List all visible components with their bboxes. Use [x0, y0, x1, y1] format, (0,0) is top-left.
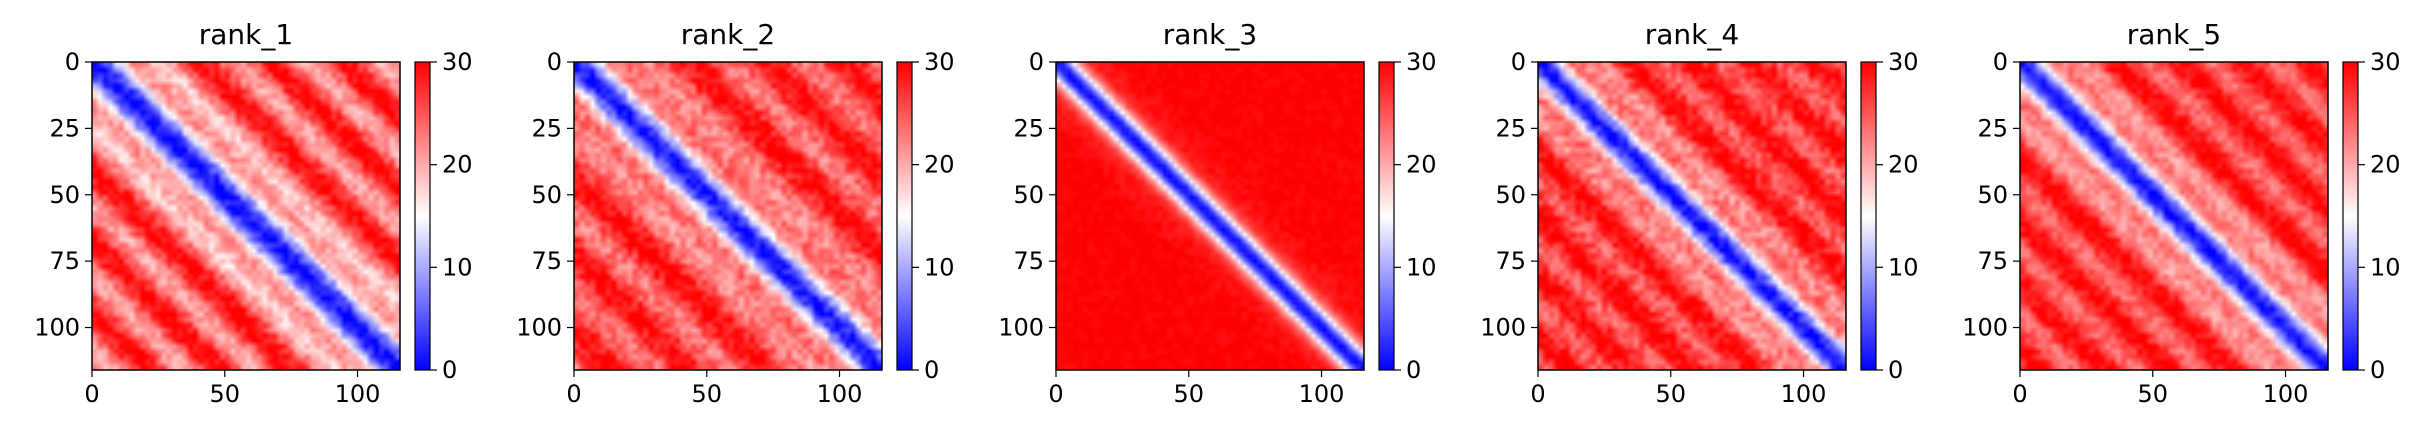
x-tick-label: 0	[1048, 380, 1063, 408]
x-tick-label: 50	[2137, 380, 2168, 408]
heatmap-image	[574, 62, 882, 370]
y-tick-label: 50	[49, 181, 80, 209]
y-tick-label: 100	[34, 314, 80, 342]
plot-frame	[91, 61, 401, 371]
colorbar-tick-label: 20	[1888, 151, 1919, 179]
y-tick-label: 0	[1511, 48, 1526, 76]
colorbar-frame	[1860, 61, 1877, 371]
colorbar-tick-label: 10	[1888, 253, 1919, 281]
plot-frame	[2019, 61, 2329, 371]
plot-frame	[1537, 61, 1847, 371]
colorbar-tick-label: 30	[442, 48, 473, 76]
x-tick-label: 100	[817, 380, 863, 408]
y-tick-label: 25	[49, 114, 80, 142]
x-tick-label: 0	[566, 380, 581, 408]
y-tick-label: 0	[65, 48, 80, 76]
colorbar-frame	[896, 61, 913, 371]
colorbar-tick-label: 10	[2370, 253, 2401, 281]
y-tick-label: 0	[1029, 48, 1044, 76]
heatmap-panel-5: rank_5 0 50 100 0 25 50 75 100 0 10 20 30	[1962, 18, 2400, 408]
y-tick-label: 50	[1013, 181, 1044, 209]
heatmap-image	[2020, 62, 2328, 370]
x-tick-label: 50	[209, 380, 240, 408]
panel-title: rank_5	[2127, 18, 2221, 51]
colorbar-tick-label: 20	[1406, 151, 1437, 179]
x-tick-label: 100	[1299, 380, 1345, 408]
colorbar	[897, 62, 912, 370]
y-tick-label: 100	[1480, 314, 1526, 342]
colorbar-tick-label: 10	[442, 253, 473, 281]
x-tick-label: 0	[84, 380, 99, 408]
y-tick-label: 0	[1993, 48, 2008, 76]
y-tick-label: 25	[531, 114, 562, 142]
x-tick-label: 50	[691, 380, 722, 408]
y-tick-label: 75	[49, 247, 80, 275]
colorbar-tick-label: 30	[1888, 48, 1919, 76]
plot-frame	[1055, 61, 1365, 371]
heatmap-panel-1: rank_1 0 50 100 0 25 50 75 100 0 10 20 30	[34, 18, 472, 408]
y-tick-label: 50	[1495, 181, 1526, 209]
colorbar-tick-label: 0	[924, 356, 939, 384]
colorbar-tick-label: 0	[1406, 356, 1421, 384]
colorbar-tick-label: 10	[1406, 253, 1437, 281]
panel-title: rank_2	[681, 18, 775, 51]
y-tick-label: 0	[547, 48, 562, 76]
colorbar-tick-label: 0	[442, 356, 457, 384]
y-tick-label: 100	[998, 314, 1044, 342]
x-tick-label: 50	[1173, 380, 1204, 408]
colorbar-tick-label: 30	[1406, 48, 1437, 76]
colorbar-frame	[2342, 61, 2359, 371]
colorbar-tick-label: 20	[442, 151, 473, 179]
y-tick-label: 25	[1977, 114, 2008, 142]
y-tick-label: 75	[1013, 247, 1044, 275]
y-tick-label: 75	[1495, 247, 1526, 275]
colorbar-frame	[1378, 61, 1395, 371]
heatmap-panel-3: rank_3 0 50 100 0 25 50 75 100 0 10 20 30	[998, 18, 1436, 408]
heatmap-image	[1056, 62, 1364, 370]
y-tick-label: 50	[1977, 181, 2008, 209]
colorbar-tick-label: 20	[2370, 151, 2401, 179]
y-tick-label: 25	[1495, 114, 1526, 142]
heatmap-panel-4: rank_4 0 50 100 0 25 50 75 100 0 10 20 30	[1480, 18, 1918, 408]
colorbar-tick-label: 30	[2370, 48, 2401, 76]
panel-title: rank_4	[1645, 18, 1739, 51]
colorbar-tick-label: 30	[924, 48, 955, 76]
colorbar	[2343, 62, 2358, 370]
panel-title: rank_3	[1163, 18, 1257, 51]
colorbar	[415, 62, 430, 370]
x-tick-label: 100	[2263, 380, 2309, 408]
y-tick-label: 100	[1962, 314, 2008, 342]
colorbar-frame	[414, 61, 431, 371]
x-tick-label: 0	[1530, 380, 1545, 408]
x-tick-label: 0	[2012, 380, 2027, 408]
x-tick-label: 50	[1655, 380, 1686, 408]
y-tick-label: 100	[516, 314, 562, 342]
y-tick-label: 75	[1977, 247, 2008, 275]
heatmap-image	[1538, 62, 1846, 370]
heatmap-image	[92, 62, 400, 370]
colorbar	[1861, 62, 1876, 370]
y-tick-label: 50	[531, 181, 562, 209]
colorbar-tick-label: 0	[1888, 356, 1903, 384]
panel-title: rank_1	[199, 18, 293, 51]
heatmap-panel-2: rank_2 0 50 100 0 25 50 75 100 0 10 20 30	[516, 18, 954, 408]
colorbar	[1379, 62, 1394, 370]
colorbar-tick-label: 20	[924, 151, 955, 179]
plot-frame	[573, 61, 883, 371]
colorbar-tick-label: 0	[2370, 356, 2385, 384]
colorbar-tick-label: 10	[924, 253, 955, 281]
x-tick-label: 100	[1781, 380, 1827, 408]
y-tick-label: 75	[531, 247, 562, 275]
x-tick-label: 100	[335, 380, 381, 408]
y-tick-label: 25	[1013, 114, 1044, 142]
